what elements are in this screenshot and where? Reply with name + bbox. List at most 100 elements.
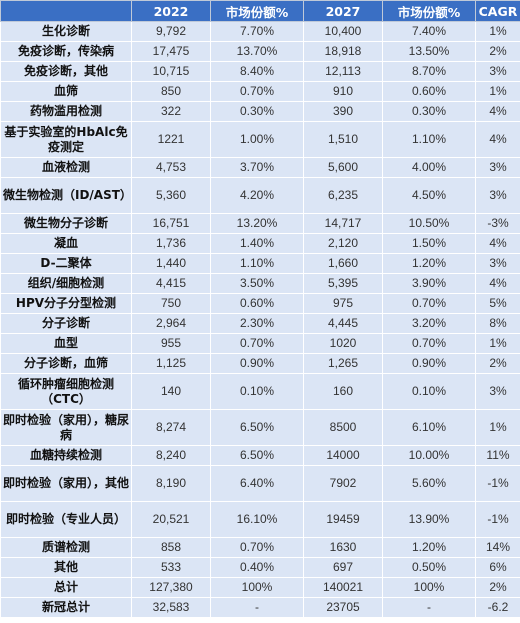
category-cell: 循环肿瘤细胞检测（CTC） — [0, 373, 132, 410]
category-cell: 即时检验（专业人员） — [0, 501, 132, 538]
value-2027-cell: 12,113 — [303, 61, 383, 82]
value-2027-cell: 1630 — [303, 537, 383, 558]
cagr-cell: 5% — [475, 293, 520, 314]
category-cell: D-二聚体 — [0, 253, 132, 274]
value-2027-cell: 2,120 — [303, 233, 383, 254]
share-2022-cell: 0.60% — [210, 293, 304, 314]
share-2022-cell: 0.70% — [210, 81, 304, 102]
value-2027-cell: 8500 — [303, 409, 383, 446]
share-2022-cell: 3.50% — [210, 273, 304, 294]
category-cell: 其他 — [0, 557, 132, 578]
category-cell: 血液检测 — [0, 157, 132, 178]
category-cell: 分子诊断，血筛 — [0, 353, 132, 374]
value-2027-cell: 10,400 — [303, 21, 383, 42]
table-row: 分子诊断 2,964 2.30% 4,445 3.20% 8% — [0, 313, 520, 334]
share-2027-cell: 0.10% — [382, 373, 476, 410]
share-2027-cell: 0.70% — [382, 293, 476, 314]
table-row: HPV分子分型检测 750 0.60% 975 0.70% 5% — [0, 293, 520, 314]
category-cell: HPV分子分型检测 — [0, 293, 132, 314]
cagr-cell: -1% — [475, 465, 520, 502]
value-2022-cell: 127,380 — [131, 577, 211, 598]
cagr-cell: 4% — [475, 101, 520, 122]
value-2027-cell: 390 — [303, 101, 383, 122]
share-2022-cell: 16.10% — [210, 501, 304, 538]
share-2027-cell: 1.50% — [382, 233, 476, 254]
share-2027-cell: 10.00% — [382, 445, 476, 466]
category-cell: 血型 — [0, 333, 132, 354]
value-2027-cell: 6,235 — [303, 177, 383, 214]
category-cell: 药物滥用检测 — [0, 101, 132, 122]
share-2022-cell: 1.40% — [210, 233, 304, 254]
value-2027-cell: 1,660 — [303, 253, 383, 274]
share-2027-cell: 0.30% — [382, 101, 476, 122]
value-2027-cell: 160 — [303, 373, 383, 410]
table-body: 生化诊断 9,792 7.70% 10,400 7.40% 1% 免疫诊断，传染病 17,47… — [0, 21, 520, 618]
value-2027-cell: 1020 — [303, 333, 383, 354]
value-2022-cell: 16,751 — [131, 213, 211, 234]
value-2022-cell: 4,753 — [131, 157, 211, 178]
share-2022-cell: 0.70% — [210, 333, 304, 354]
category-cell: 即时检验（家用），其他 — [0, 465, 132, 502]
table-row: 生化诊断 9,792 7.70% 10,400 7.40% 1% — [0, 21, 520, 42]
table-row: 血筛 850 0.70% 910 0.60% 1% — [0, 81, 520, 102]
cagr-cell: 3% — [475, 373, 520, 410]
cagr-cell: 1% — [475, 333, 520, 354]
category-cell: 新冠总计 — [0, 597, 132, 618]
cagr-cell: 2% — [475, 577, 520, 598]
share-2027-cell: 5.60% — [382, 465, 476, 502]
share-2027-cell: 10.50% — [382, 213, 476, 234]
table-row: 质谱检测 858 0.70% 1630 1.20% 14% — [0, 537, 520, 558]
category-cell: 免疫诊断，其他 — [0, 61, 132, 82]
table-row: 分子诊断，血筛 1,125 0.90% 1,265 0.90% 2% — [0, 353, 520, 374]
value-2027-cell: 19459 — [303, 501, 383, 538]
share-2027-cell: 7.40% — [382, 21, 476, 42]
header-cagr: CAGR — [475, 0, 520, 22]
share-2027-cell: 4.50% — [382, 177, 476, 214]
share-2027-cell: 3.90% — [382, 273, 476, 294]
cagr-cell: 1% — [475, 21, 520, 42]
value-2027-cell: 140021 — [303, 577, 383, 598]
cagr-cell: -6.2 — [475, 597, 520, 618]
share-2027-cell: 13.50% — [382, 41, 476, 62]
cagr-cell: 3% — [475, 253, 520, 274]
value-2022-cell: 8,240 — [131, 445, 211, 466]
share-2027-cell: 100% — [382, 577, 476, 598]
value-2027-cell: 7902 — [303, 465, 383, 502]
value-2022-cell: 1221 — [131, 121, 211, 158]
value-2022-cell: 8,190 — [131, 465, 211, 502]
cagr-cell: 1% — [475, 81, 520, 102]
value-2022-cell: 140 — [131, 373, 211, 410]
share-2022-cell: 0.30% — [210, 101, 304, 122]
cagr-cell: 1% — [475, 409, 520, 446]
value-2027-cell: 18,918 — [303, 41, 383, 62]
value-2027-cell: 23705 — [303, 597, 383, 618]
category-cell: 血筛 — [0, 81, 132, 102]
value-2027-cell: 975 — [303, 293, 383, 314]
share-2022-cell: 0.70% — [210, 537, 304, 558]
table-row: 即时检验（家用），其他 8,190 6.40% 7902 5.60% -1% — [0, 465, 520, 502]
value-2027-cell: 14,717 — [303, 213, 383, 234]
share-2027-cell: 0.50% — [382, 557, 476, 578]
table-row: 总计 127,380 100% 140021 100% 2% — [0, 577, 520, 598]
cagr-cell: 11% — [475, 445, 520, 466]
share-2027-cell: 13.90% — [382, 501, 476, 538]
value-2022-cell: 32,583 — [131, 597, 211, 618]
header-share-2022: 市场份额% — [210, 0, 304, 22]
value-2027-cell: 910 — [303, 81, 383, 102]
value-2022-cell: 533 — [131, 557, 211, 578]
value-2022-cell: 1,736 — [131, 233, 211, 254]
header-row: 2022 市场份额% 2027 市场份额% CAGR — [0, 0, 520, 22]
share-2022-cell: 6.50% — [210, 409, 304, 446]
category-cell: 质谱检测 — [0, 537, 132, 558]
value-2022-cell: 2,964 — [131, 313, 211, 334]
cagr-cell: 3% — [475, 177, 520, 214]
table-row: 免疫诊断，传染病 17,475 13.70% 18,918 13.50% 2% — [0, 41, 520, 62]
cagr-cell: -3% — [475, 213, 520, 234]
header-2022: 2022 — [131, 0, 211, 22]
value-2022-cell: 858 — [131, 537, 211, 558]
table-row: 免疫诊断，其他 10,715 8.40% 12,113 8.70% 3% — [0, 61, 520, 82]
share-2027-cell: 1.10% — [382, 121, 476, 158]
value-2027-cell: 1,510 — [303, 121, 383, 158]
cagr-cell: 3% — [475, 61, 520, 82]
share-2022-cell: 13.20% — [210, 213, 304, 234]
